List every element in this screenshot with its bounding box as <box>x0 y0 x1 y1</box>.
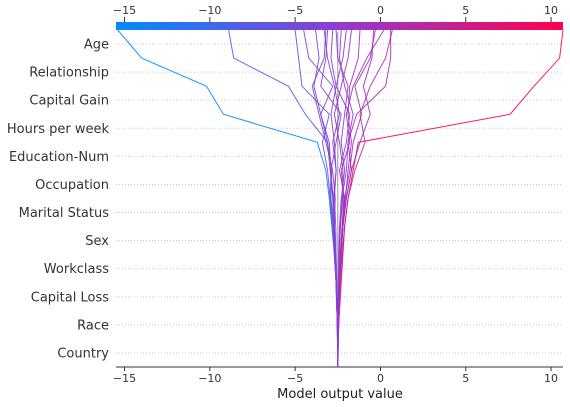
grid-lines <box>116 32 563 367</box>
bottom-tick-label: −5 <box>287 372 303 385</box>
top-tick-label: −5 <box>287 4 303 17</box>
decision-line-17 <box>313 29 339 368</box>
feature-labels: Country Race Capital Loss Workclass Sex Marit… <box>7 38 110 362</box>
top-axis: −15 −10 −5 0 5 10 <box>113 4 558 22</box>
bottom-axis: −15 −10 −5 0 5 10 <box>113 366 563 385</box>
bottom-tick-label: −10 <box>198 372 221 385</box>
feature-label: Capital Gain <box>29 94 109 109</box>
feature-label: Capital Loss <box>31 290 109 305</box>
bottom-tick-label: 0 <box>377 372 384 385</box>
feature-label: Relationship <box>29 66 109 81</box>
decision-lines <box>117 29 564 368</box>
feature-label: Workclass <box>44 262 109 277</box>
feature-label: Race <box>77 318 109 333</box>
color-bar <box>116 22 563 30</box>
top-tick-label: 0 <box>377 4 384 17</box>
bottom-tick-label: 5 <box>462 372 469 385</box>
top-tick-label: −10 <box>198 4 221 17</box>
top-tick-label: −15 <box>113 4 136 17</box>
decision-line-20 <box>330 29 339 367</box>
feature-label: Country <box>57 346 109 361</box>
x-axis-title: Model output value <box>277 387 403 402</box>
feature-label: Age <box>84 38 109 53</box>
decision-line-18 <box>337 29 376 367</box>
bottom-tick-label: −15 <box>113 372 136 385</box>
feature-label: Occupation <box>35 178 109 193</box>
feature-label: Marital Status <box>19 206 110 221</box>
bottom-tick-label: 10 <box>544 372 558 385</box>
top-tick-label: 5 <box>462 4 469 17</box>
feature-label: Sex <box>85 234 109 249</box>
decision-line-19 <box>337 29 354 367</box>
decision-line-1 <box>117 29 340 368</box>
decision-line-2 <box>337 29 564 368</box>
feature-label: Education-Num <box>9 150 109 165</box>
top-tick-label: 10 <box>544 4 558 17</box>
feature-label: Hours per week <box>7 122 110 137</box>
